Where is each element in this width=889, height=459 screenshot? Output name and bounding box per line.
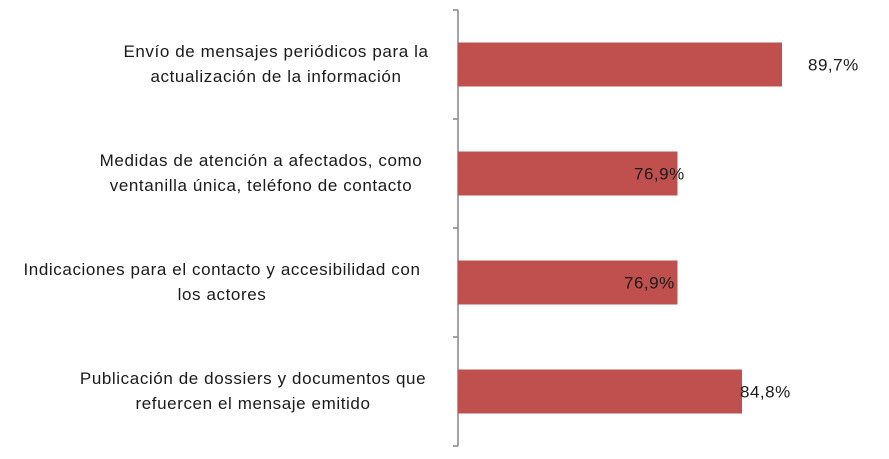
- data-label: 76,9%: [634, 165, 685, 184]
- bar: [458, 151, 678, 196]
- data-label: 84,8%: [740, 383, 791, 402]
- category-label: Indicaciones para el contacto y accesibi…: [23, 260, 420, 279]
- bar: [458, 260, 678, 305]
- chart-bars: [458, 42, 782, 414]
- bar: [458, 369, 742, 414]
- category-label: actualización de la información: [150, 67, 401, 86]
- category-label: los actores: [178, 285, 267, 304]
- category-label: Publicación de dossiers y documentos que: [80, 369, 426, 388]
- chart-labels: 89,7% Envío de mensajes periódicos para l…: [23, 42, 858, 413]
- chart-axis: [453, 9, 459, 447]
- category-label: Envío de mensajes periódicos para la: [123, 42, 428, 61]
- category-label: ventanilla única, teléfono de contacto: [110, 176, 413, 195]
- data-label: 76,9%: [624, 274, 675, 293]
- category-label: refuercen el mensaje emitido: [135, 394, 370, 413]
- bar: [458, 42, 782, 87]
- category-label: Medidas de atención a afectados, como: [100, 151, 423, 170]
- data-label: 89,7%: [808, 56, 859, 75]
